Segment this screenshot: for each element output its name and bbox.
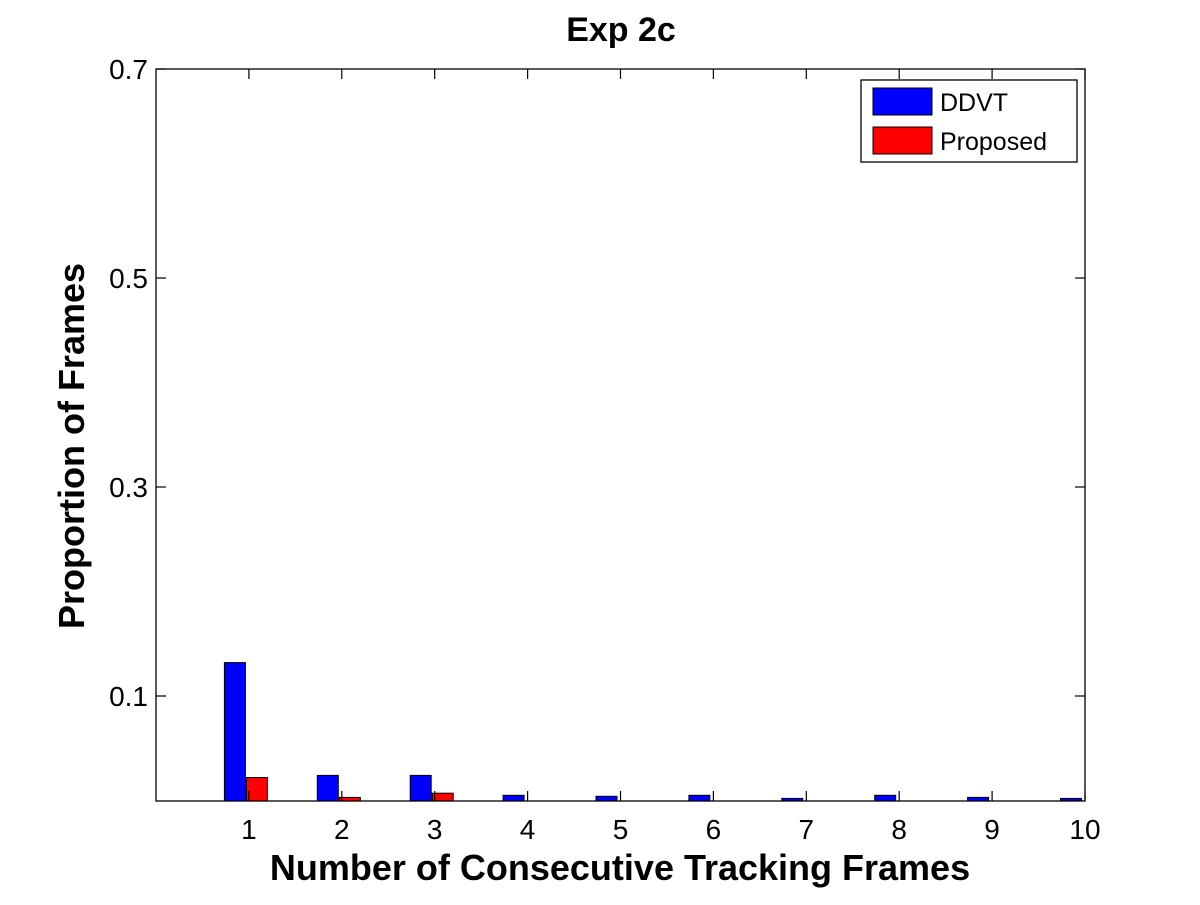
- legend: DDVT Proposed: [860, 79, 1078, 163]
- y-tick-label: 0.7: [109, 54, 148, 85]
- legend-label-ddvt: DDVT: [940, 89, 1008, 117]
- x-tick-label: 5: [613, 814, 629, 845]
- bar-ddvt-8: [874, 794, 897, 802]
- legend-label-proposed: Proposed: [940, 128, 1047, 156]
- chart-title: Exp 2c: [566, 11, 676, 49]
- bar-ddvt-6: [688, 794, 711, 802]
- x-tick-label: 7: [799, 814, 815, 845]
- x-tick-label: 4: [520, 814, 536, 845]
- plot-area-frame: [155, 68, 1086, 802]
- bar-proposed-3: [431, 792, 454, 802]
- x-tick-label: 2: [334, 814, 350, 845]
- ticks-layer: 0.1 0.3 0.5 0.7 1 2 3 4 5 6 7 8 9 10: [109, 54, 1101, 845]
- y-tick-label: 0.1: [109, 681, 148, 712]
- bars-layer: [223, 662, 1082, 802]
- bar-ddvt-2: [316, 774, 339, 802]
- x-axis-label: Number of Consecutive Tracking Frames: [270, 847, 970, 888]
- bar-ddvt-3: [409, 774, 432, 802]
- x-tick-label: 6: [706, 814, 722, 845]
- bar-ddvt-1: [223, 662, 246, 802]
- x-tick-label: 10: [1069, 814, 1100, 845]
- x-tick-label: 8: [891, 814, 907, 845]
- x-tick-label: 3: [427, 814, 443, 845]
- y-tick-label: 0.3: [109, 472, 148, 503]
- x-tick-label: 1: [241, 814, 257, 845]
- bar-ddvt-5: [595, 795, 618, 802]
- y-tick-label: 0.5: [109, 263, 148, 294]
- y-axis-label: Proportion of Frames: [51, 263, 92, 629]
- bar-proposed-1: [245, 777, 268, 802]
- legend-swatch-proposed: [872, 126, 933, 155]
- bar-ddvt-4: [502, 794, 525, 802]
- legend-swatch-ddvt: [872, 87, 933, 116]
- x-tick-label: 9: [984, 814, 1000, 845]
